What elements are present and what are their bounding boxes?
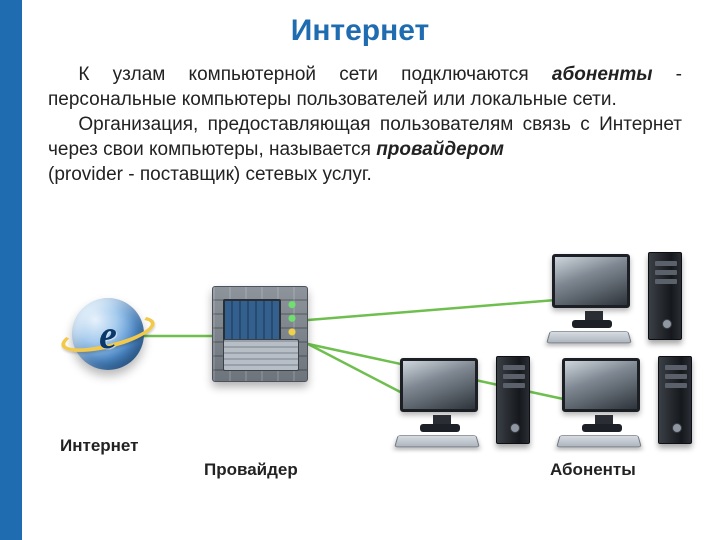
accent-sidebar — [0, 0, 22, 540]
para3: (provider - поставщик) сетевых услуг. — [48, 162, 682, 187]
internet-globe-icon: e — [72, 298, 144, 370]
term-subscribers: абоненты — [552, 64, 653, 85]
label-provider: Провайдер — [204, 460, 298, 480]
term-provider: провайдером — [376, 139, 504, 160]
label-internet: Интернет — [60, 436, 138, 456]
label-clients: Абоненты — [550, 460, 636, 480]
client-pc-3 — [562, 358, 692, 454]
para2-pre: Организация, предоставляющая пользовател… — [48, 114, 682, 160]
network-diagram: e Интернет Провайдер Абоненты — [22, 248, 720, 540]
body-text: К узлам компьютерной сети подключаются а… — [0, 48, 720, 187]
provider-server-icon — [212, 286, 308, 382]
client-pc-2 — [552, 254, 682, 350]
page-title: Интернет — [0, 0, 720, 48]
para1-pre: К узлам компьютерной сети подключаются — [78, 64, 552, 85]
client-pc-1 — [400, 358, 530, 454]
globe-letter: e — [72, 298, 144, 370]
